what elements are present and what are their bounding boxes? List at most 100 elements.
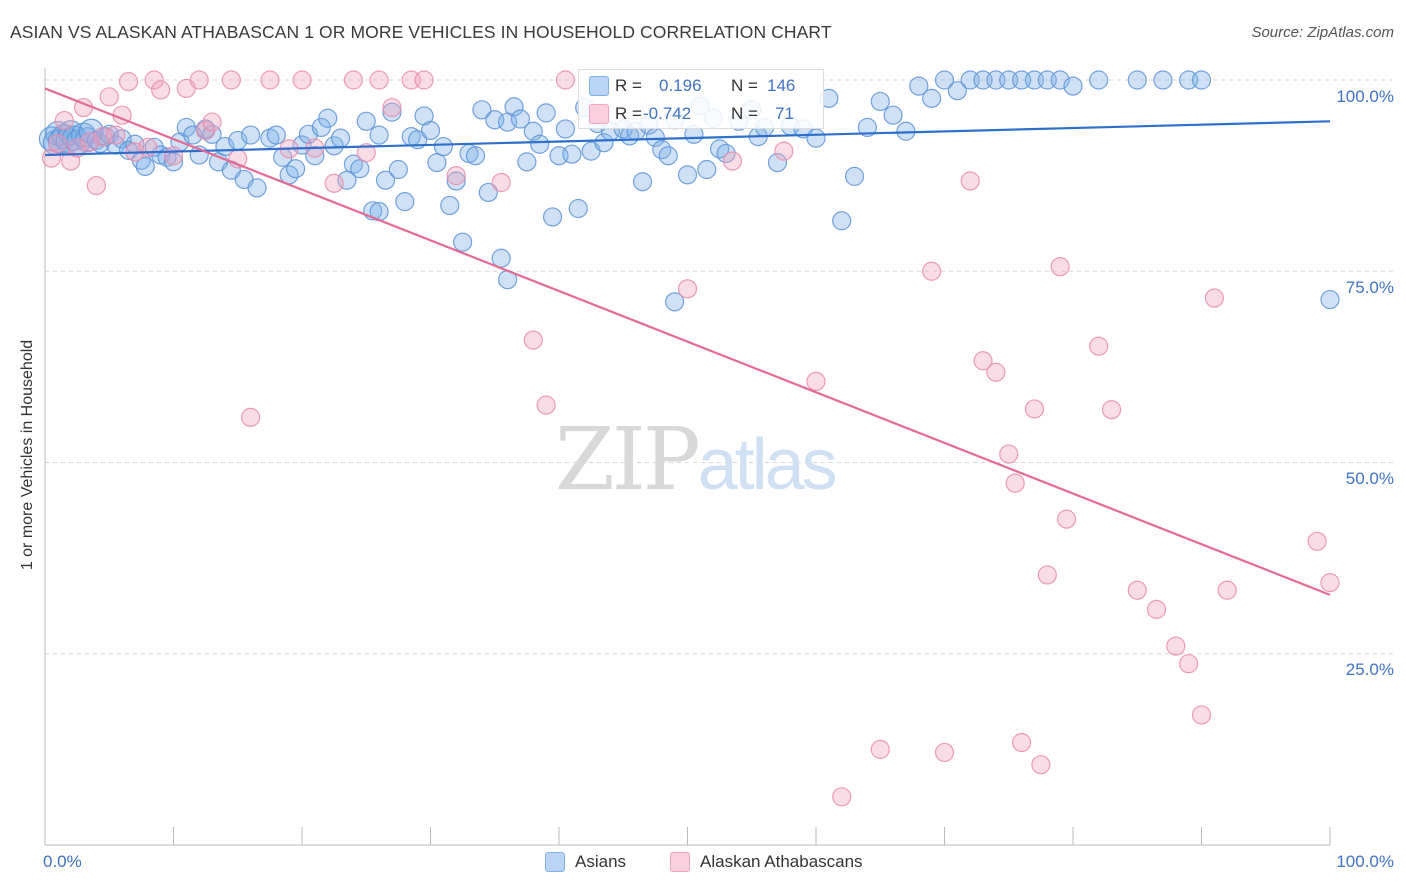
alaskan-point (960, 171, 980, 191)
n-value: 71 (775, 104, 794, 123)
asian-point (870, 91, 890, 112)
asian-point (285, 159, 306, 179)
y-tick-label: 100.0% (1336, 87, 1394, 106)
alaskan-point (54, 110, 74, 131)
asian-point (241, 125, 261, 145)
asian-point (350, 159, 370, 179)
asian-point (465, 146, 486, 166)
asian-point (382, 102, 402, 122)
asian-point (555, 119, 576, 139)
y-tick-label: 50.0% (1345, 469, 1394, 488)
alaskan-point (986, 362, 1006, 382)
r-label: R = (615, 104, 642, 123)
alaskan-point (1307, 531, 1327, 551)
alaskan-point (144, 70, 164, 90)
alaskan-point (382, 97, 402, 118)
alaskan-point (1056, 509, 1077, 529)
alaskan-trend-line (44, 87, 1331, 596)
legend-item-asians[interactable]: Asians (545, 852, 626, 872)
alaskan-point (523, 330, 543, 350)
alaskan-point (106, 125, 126, 145)
asian-point (163, 152, 184, 172)
asian-point (135, 156, 155, 177)
alaskan-point (369, 70, 389, 90)
alaskan-point (1101, 400, 1122, 420)
asian-point (478, 182, 498, 203)
alaskan-point (677, 279, 698, 299)
asian-point (472, 100, 492, 120)
asian-point (568, 198, 588, 219)
alaskan-point (555, 70, 576, 90)
stats-box: R = 0.196 N = 146 R = -0.742 N = 71 (578, 69, 824, 129)
alaskan-point (189, 70, 209, 90)
asian-point (510, 109, 531, 129)
asian-point (446, 171, 466, 191)
asian-point (832, 211, 852, 231)
legend-item-alaskan[interactable]: Alaskan Athabascans (670, 852, 863, 872)
n-label: N = (731, 104, 758, 123)
asian-point (1191, 70, 1212, 90)
alaskan-point (934, 742, 955, 763)
asian-point (318, 108, 338, 128)
asian-point (767, 153, 788, 173)
alaskan-point (86, 175, 107, 196)
asian-point (947, 81, 967, 101)
stats-swatch-alaskan (589, 104, 609, 124)
alaskan-point (414, 70, 434, 90)
alaskan-point (241, 407, 261, 427)
alaskan-point (1127, 580, 1147, 600)
alaskan-point (260, 70, 280, 90)
asian-point (1320, 289, 1340, 310)
alaskan-point (1217, 580, 1237, 600)
asian-point (632, 172, 653, 192)
asian-point (806, 128, 826, 148)
alaskan-point (1089, 336, 1109, 356)
alaskan-point (832, 787, 852, 807)
watermark: ZIPatlas (555, 410, 838, 510)
asian-point (427, 153, 447, 173)
alaskan-point (48, 133, 68, 154)
alaskan-point (1179, 654, 1199, 674)
asian-point (1153, 70, 1173, 90)
alaskan-point (870, 739, 890, 759)
alaskan-point (221, 70, 241, 90)
alaskan-points (41, 70, 1340, 807)
alaskan-point (151, 80, 171, 100)
asian-point (530, 134, 550, 154)
stats-row-asians: R = 0.196 N = 146 (579, 73, 823, 99)
n-value: 146 (767, 76, 796, 95)
asian-point (388, 159, 408, 180)
axes (44, 68, 1331, 846)
asian-trend-line (44, 120, 1331, 157)
y-tick-label: 25.0% (1345, 660, 1394, 679)
n-label: N = (731, 76, 758, 95)
legend-label-alaskan: Alaskan Athabascans (700, 852, 863, 871)
y-tick-label: 75.0% (1345, 278, 1394, 297)
asian-point (665, 292, 685, 312)
asian-point (1127, 70, 1147, 90)
alaskan-point (1005, 473, 1025, 493)
alaskan-point (1146, 599, 1167, 619)
alaskan-point (922, 261, 942, 281)
alaskan-point (1191, 705, 1212, 725)
alaskan-point (999, 444, 1019, 464)
asian-point (909, 76, 929, 96)
alaskan-point (722, 151, 743, 171)
stats-row-alaskan: R = -0.742 N = 71 (579, 101, 823, 127)
gridlines (45, 79, 1395, 655)
asian-point (517, 152, 537, 172)
asian-point (453, 232, 473, 252)
alaskan-point (118, 71, 139, 92)
r-label: R = (615, 76, 642, 95)
asian-point (677, 165, 698, 185)
legend-swatch-alaskan (670, 852, 690, 872)
alaskan-point (1204, 288, 1224, 308)
alaskan-point (80, 132, 100, 152)
alaskan-point (973, 351, 993, 371)
r-value: -0.742 (643, 104, 692, 123)
asian-point (844, 166, 865, 186)
asian-point (440, 195, 460, 216)
watermark-zip: ZIP (555, 410, 701, 510)
asian-point (356, 111, 376, 131)
asian-point (375, 170, 396, 190)
